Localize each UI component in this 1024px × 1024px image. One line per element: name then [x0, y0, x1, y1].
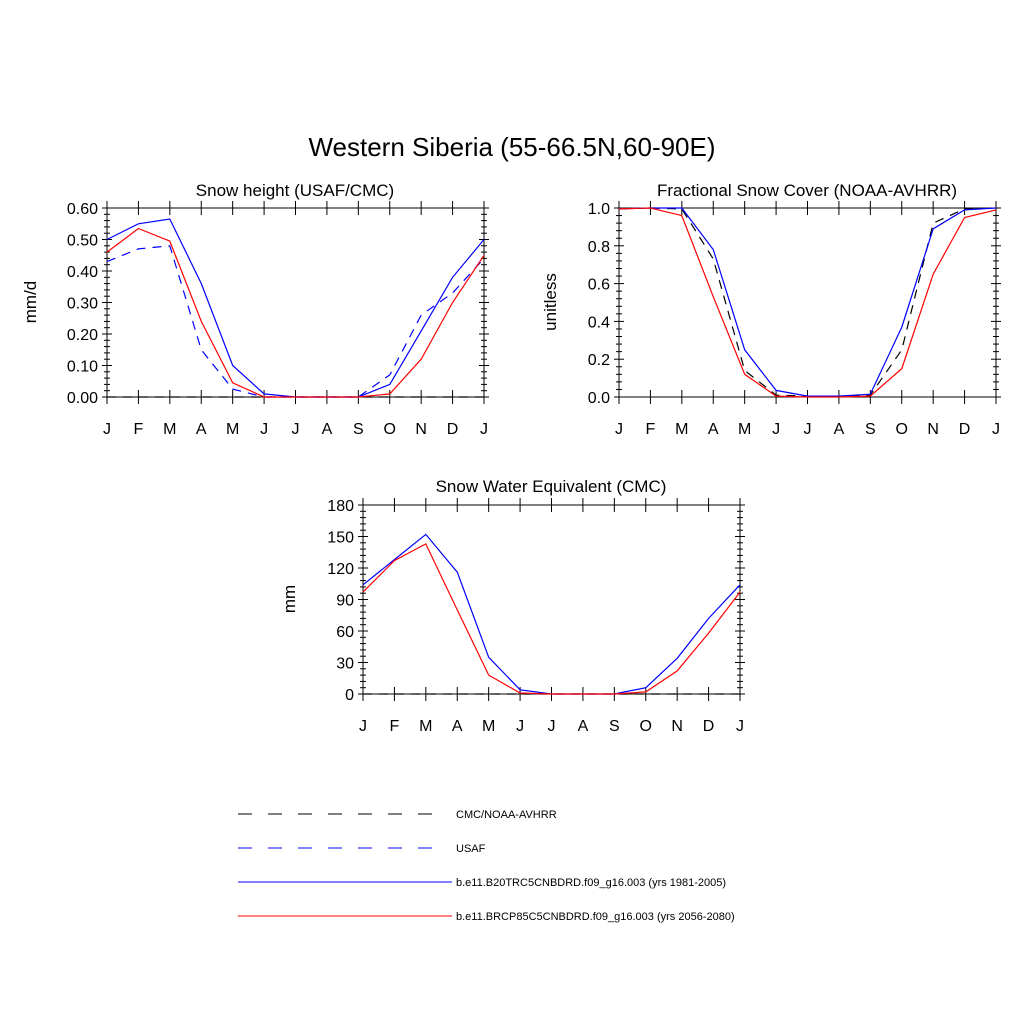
- x-tick-label: J: [548, 718, 556, 735]
- legend-label: b.e11.B20TRC5CNBDRD.f09_g16.003 (yrs 198…: [456, 877, 726, 889]
- plot-frame: [618, 207, 997, 398]
- panel-title: Snow height (USAF/CMC): [196, 181, 394, 200]
- legend-item: CMC/NOAA-AVHRR: [238, 809, 557, 821]
- series-line-hist: [618, 207, 997, 397]
- x-tick-label: O: [640, 718, 652, 735]
- y-tick-label: 0.20: [67, 327, 98, 344]
- x-tick-label: M: [419, 718, 432, 735]
- x-tick-label: A: [196, 421, 207, 438]
- x-tick-label: N: [415, 421, 427, 438]
- y-tick-label: 0.6: [588, 277, 610, 294]
- x-tick-label: J: [615, 421, 623, 438]
- series-line-rcp: [618, 207, 997, 398]
- x-tick-label: O: [384, 421, 396, 438]
- y-tick-label: 60: [336, 624, 354, 641]
- legend-item: USAF: [238, 843, 486, 855]
- x-tick-label: J: [260, 421, 268, 438]
- y-tick-label: 0.30: [67, 296, 98, 313]
- x-tick-label: A: [834, 421, 845, 438]
- x-tick-label: N: [671, 718, 683, 735]
- snow-water-equivalent-panel: Snow Water Equivalent (CMC) mm 0 30 60 90 12…: [280, 477, 745, 735]
- x-tick-label: N: [927, 421, 939, 438]
- legend-label: b.e11.BRCP85C5CNBDRD.f09_g16.003 (yrs 20…: [456, 911, 735, 923]
- y-tick-label: 0.0: [588, 390, 610, 407]
- legend-label: CMC/NOAA-AVHRR: [456, 809, 557, 821]
- x-tick-label: A: [578, 718, 589, 735]
- x-tick-label: M: [482, 718, 495, 735]
- y-axis-label: unitless: [541, 273, 560, 331]
- x-tick-label: J: [804, 421, 812, 438]
- x-tick-label: M: [675, 421, 688, 438]
- legend-item: b.e11.BRCP85C5CNBDRD.f09_g16.003 (yrs 20…: [238, 911, 735, 923]
- x-tick-label: J: [103, 421, 111, 438]
- y-tick-label: 180: [327, 498, 354, 515]
- y-tick-label: 0.2: [588, 352, 610, 369]
- legend: CMC/NOAA-AVHRR USAF b.e11.B20TRC5CNBDRD.…: [238, 809, 735, 923]
- y-tick-label: 120: [327, 561, 354, 578]
- plot-frame: [362, 504, 741, 695]
- x-tick-label: J: [516, 718, 524, 735]
- x-tick-label: J: [992, 421, 1000, 438]
- x-tick-label: M: [163, 421, 176, 438]
- x-tick-label: J: [772, 421, 780, 438]
- x-tick-label: S: [609, 718, 620, 735]
- series-line-obs: [618, 207, 997, 397]
- plot-frame: [106, 207, 485, 398]
- series-line-rcp: [362, 543, 741, 695]
- y-tick-label: 30: [336, 656, 354, 673]
- x-tick-label: J: [292, 421, 300, 438]
- y-axis-label: mm: [280, 585, 299, 613]
- series-line-rcp: [106, 227, 485, 398]
- y-tick-label: 0.40: [67, 264, 98, 281]
- x-tick-label: F: [390, 718, 400, 735]
- y-tick-label: 0.8: [588, 239, 610, 256]
- y-tick-label: 0.00: [67, 390, 98, 407]
- series-line-hist: [362, 533, 741, 695]
- x-tick-label: D: [447, 421, 459, 438]
- x-tick-label: D: [703, 718, 715, 735]
- x-tick-label: S: [353, 421, 364, 438]
- y-tick-label: 1.0: [588, 201, 610, 218]
- x-tick-label: A: [322, 421, 333, 438]
- x-tick-label: J: [736, 718, 744, 735]
- x-tick-label: M: [226, 421, 239, 438]
- x-tick-label: J: [359, 718, 367, 735]
- y-tick-label: 0.60: [67, 201, 98, 218]
- x-tick-label: F: [134, 421, 144, 438]
- y-tick-label: 150: [327, 530, 354, 547]
- series-line-hist: [106, 218, 485, 398]
- y-tick-label: 0.4: [588, 314, 610, 331]
- x-tick-label: S: [865, 421, 876, 438]
- snow-cover-panel: Fractional Snow Cover (NOAA-AVHRR) unitl…: [541, 181, 1001, 438]
- y-tick-label: 90: [336, 593, 354, 610]
- panel-title: Fractional Snow Cover (NOAA-AVHRR): [657, 181, 957, 200]
- x-tick-label: J: [480, 421, 488, 438]
- y-axis-label: mm/d: [21, 281, 40, 324]
- figure-title: Western Siberia (55-66.5N,60-90E): [308, 132, 715, 162]
- x-tick-label: F: [646, 421, 656, 438]
- y-tick-label: 0.50: [67, 233, 98, 250]
- x-tick-label: M: [738, 421, 751, 438]
- y-tick-label: 0: [345, 687, 354, 704]
- x-tick-label: D: [959, 421, 971, 438]
- x-tick-label: A: [452, 718, 463, 735]
- legend-item: b.e11.B20TRC5CNBDRD.f09_g16.003 (yrs 198…: [238, 877, 726, 889]
- x-tick-label: A: [708, 421, 719, 438]
- x-tick-label: O: [896, 421, 908, 438]
- y-tick-label: 0.10: [67, 359, 98, 376]
- snow-height-panel: Snow height (USAF/CMC) mm/d 0.00 0.10 0.20…: [21, 181, 489, 438]
- legend-label: USAF: [456, 843, 486, 855]
- panel-title: Snow Water Equivalent (CMC): [436, 477, 667, 496]
